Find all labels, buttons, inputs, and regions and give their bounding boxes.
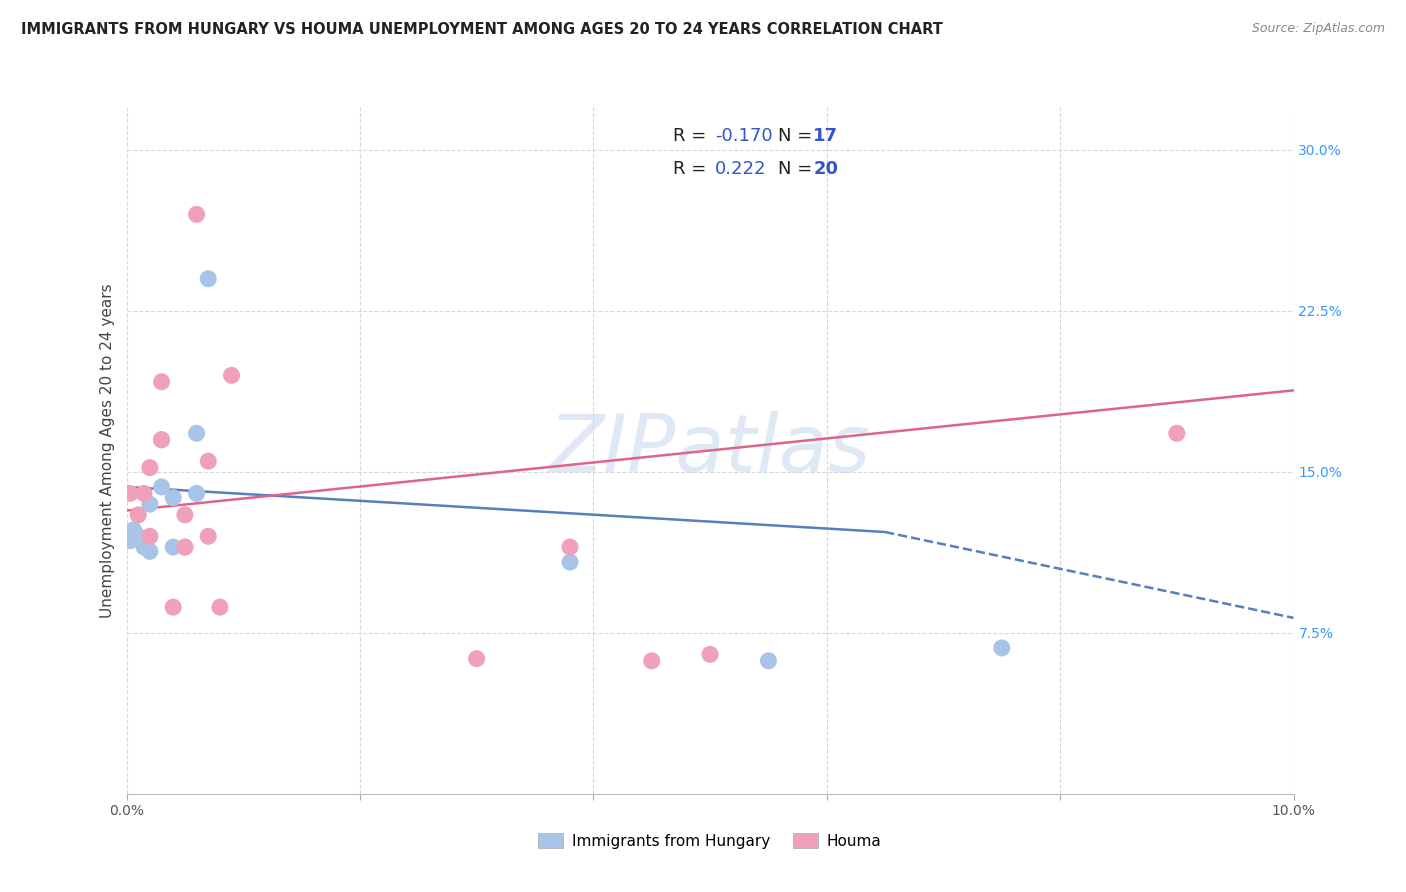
Point: [139, 544, 162, 558]
Text: 17: 17: [813, 127, 838, 145]
Text: N =: N =: [778, 160, 818, 178]
Point: [186, 207, 208, 221]
Point: [162, 600, 184, 615]
Text: 0.222: 0.222: [714, 160, 766, 178]
Point: [127, 529, 149, 543]
Text: IMMIGRANTS FROM HUNGARY VS HOUMA UNEMPLOYMENT AMONG AGES 20 TO 24 YEARS CORRELAT: IMMIGRANTS FROM HUNGARY VS HOUMA UNEMPLO…: [21, 22, 943, 37]
Point: [990, 640, 1012, 655]
Point: [118, 533, 141, 548]
Point: [162, 491, 184, 505]
Text: R =: R =: [672, 127, 711, 145]
Point: [699, 648, 721, 662]
Text: -0.170: -0.170: [714, 127, 772, 145]
Point: [150, 480, 173, 494]
Point: [118, 486, 141, 500]
Point: [132, 540, 155, 554]
Point: [1166, 426, 1188, 441]
Point: [197, 271, 219, 285]
Text: R =: R =: [672, 160, 711, 178]
Point: [150, 433, 173, 447]
Point: [197, 529, 219, 543]
Point: [186, 486, 208, 500]
Text: ZIPatlas: ZIPatlas: [548, 411, 872, 490]
Point: [174, 540, 197, 554]
Text: N =: N =: [778, 127, 818, 145]
Text: Source: ZipAtlas.com: Source: ZipAtlas.com: [1251, 22, 1385, 36]
Point: [174, 508, 197, 522]
Point: [208, 600, 231, 615]
Point: [221, 368, 243, 383]
Point: [122, 523, 145, 537]
Point: [558, 540, 581, 554]
Point: [139, 529, 162, 543]
Y-axis label: Unemployment Among Ages 20 to 24 years: Unemployment Among Ages 20 to 24 years: [100, 283, 115, 618]
Point: [162, 540, 184, 554]
Point: [127, 508, 149, 522]
Point: [558, 555, 581, 569]
Point: [139, 460, 162, 475]
Point: [132, 486, 155, 500]
Point: [174, 540, 197, 554]
Point: [150, 433, 173, 447]
Legend: Immigrants from Hungary, Houma: Immigrants from Hungary, Houma: [533, 827, 887, 855]
Point: [756, 654, 779, 668]
Point: [186, 426, 208, 441]
Point: [197, 454, 219, 468]
Text: 20: 20: [813, 160, 838, 178]
Point: [150, 375, 173, 389]
Point: [465, 651, 488, 665]
Point: [139, 497, 162, 511]
Point: [640, 654, 664, 668]
